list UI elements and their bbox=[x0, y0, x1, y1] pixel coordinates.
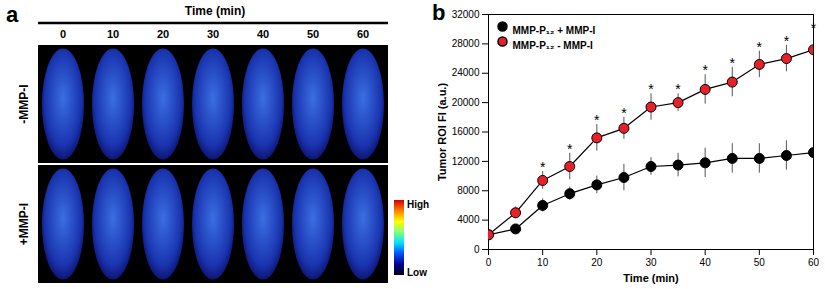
svg-text:24000: 24000 bbox=[452, 67, 480, 78]
svg-text:60: 60 bbox=[808, 257, 820, 268]
svg-text:30: 30 bbox=[645, 257, 657, 268]
svg-text:12000: 12000 bbox=[452, 156, 480, 167]
svg-text:Time (min): Time (min) bbox=[185, 4, 245, 18]
svg-text:Time (min): Time (min) bbox=[623, 272, 679, 284]
svg-text:a: a bbox=[6, 2, 19, 27]
html-text:b: b bbox=[432, 0, 446, 25]
svg-text:High: High bbox=[407, 199, 429, 210]
svg-text:*: * bbox=[784, 33, 790, 49]
svg-text:20: 20 bbox=[591, 257, 603, 268]
svg-text:0: 0 bbox=[486, 257, 492, 268]
svg-text:*: * bbox=[702, 62, 708, 78]
svg-text:Tumor ROI FI (a.u.): Tumor ROI FI (a.u.) bbox=[436, 83, 448, 182]
svg-text:MMP-P₁₂ - MMP-I: MMP-P₁₂ - MMP-I bbox=[513, 40, 593, 51]
svg-text:*: * bbox=[757, 39, 763, 55]
svg-text:0: 0 bbox=[60, 28, 66, 40]
svg-text:Low: Low bbox=[407, 267, 427, 278]
svg-text:0: 0 bbox=[474, 244, 480, 255]
svg-text:*: * bbox=[811, 20, 817, 36]
svg-text:+MMP-I: +MMP-I bbox=[17, 203, 31, 245]
svg-text:60: 60 bbox=[357, 28, 369, 40]
svg-text:*: * bbox=[540, 159, 546, 175]
svg-text:40: 40 bbox=[257, 28, 269, 40]
svg-text:*: * bbox=[594, 112, 600, 128]
svg-text:28000: 28000 bbox=[452, 38, 480, 49]
svg-text:32000: 32000 bbox=[452, 9, 480, 20]
svg-text:20000: 20000 bbox=[452, 97, 480, 108]
svg-text:20: 20 bbox=[157, 28, 169, 40]
svg-text:4000: 4000 bbox=[457, 214, 480, 225]
svg-text:8000: 8000 bbox=[457, 185, 480, 196]
svg-text:10: 10 bbox=[107, 28, 119, 40]
svg-text:*: * bbox=[648, 81, 654, 97]
svg-text:40: 40 bbox=[700, 257, 712, 268]
svg-text:*: * bbox=[621, 105, 627, 121]
svg-text:*: * bbox=[567, 141, 573, 157]
svg-text:-MMP-I: -MMP-I bbox=[17, 84, 31, 123]
svg-text:MMP-P₁₂ + MMP-I: MMP-P₁₂ + MMP-I bbox=[513, 25, 596, 36]
svg-text:16000: 16000 bbox=[452, 126, 480, 137]
svg-text:50: 50 bbox=[754, 257, 766, 268]
svg-text:*: * bbox=[730, 55, 736, 71]
svg-text:10: 10 bbox=[537, 257, 549, 268]
svg-text:30: 30 bbox=[207, 28, 219, 40]
svg-text:50: 50 bbox=[307, 28, 319, 40]
svg-text:*: * bbox=[675, 81, 681, 97]
